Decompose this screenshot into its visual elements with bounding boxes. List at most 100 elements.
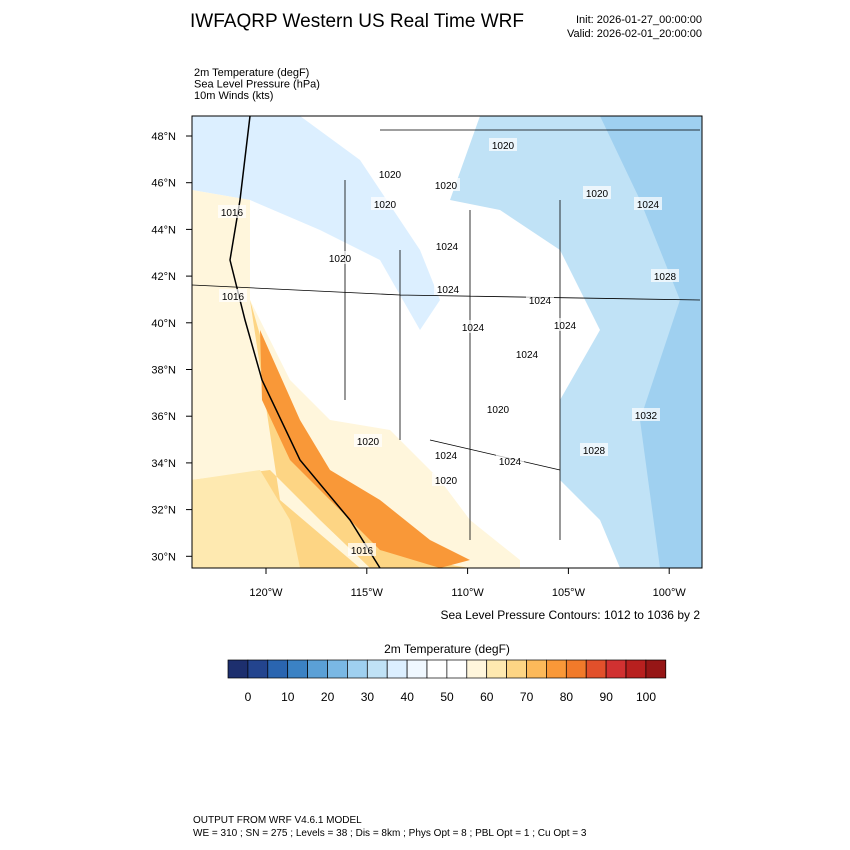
colorbar-label: 90 bbox=[600, 690, 614, 704]
lat-label: 34°N bbox=[151, 458, 176, 470]
cold-region bbox=[450, 116, 702, 568]
contour-label: 1024 bbox=[637, 200, 660, 211]
colorbar-box bbox=[287, 659, 308, 679]
colder-region bbox=[600, 116, 702, 568]
colorbar-label: 30 bbox=[361, 690, 375, 704]
valid-time: Valid: 2026-02-01_20:00:00 bbox=[567, 28, 702, 40]
colorbar-box bbox=[227, 659, 249, 679]
contour-label: 1024 bbox=[462, 323, 485, 334]
contour-note: Sea Level Pressure Contours: 1012 to 103… bbox=[441, 608, 701, 622]
colorbar-label: 100 bbox=[636, 690, 656, 704]
contour-label-box bbox=[371, 197, 399, 210]
colorbar-title: 2m Temperature (degF) bbox=[384, 642, 510, 656]
contour-label: 1024 bbox=[437, 285, 460, 296]
map bbox=[192, 116, 702, 568]
colorbar-box bbox=[506, 659, 527, 679]
contour-label: 1020 bbox=[487, 405, 510, 416]
colorbar-box bbox=[466, 659, 488, 679]
contour-label: 1020 bbox=[379, 170, 402, 181]
field-label: 2m Temperature (degF) bbox=[194, 67, 309, 79]
colorbar-box bbox=[406, 659, 428, 679]
contour-label: 1020 bbox=[329, 254, 352, 265]
colorbar-box bbox=[446, 659, 468, 679]
contour-label-box bbox=[434, 282, 462, 295]
init-time: Init: 2026-01-27_00:00:00 bbox=[576, 14, 702, 26]
contour-label-box bbox=[551, 318, 579, 331]
colorbar-label: 40 bbox=[401, 690, 415, 704]
contour-label-box bbox=[484, 402, 512, 415]
field-list: 2m Temperature (degF)Sea Level Pressure … bbox=[194, 67, 320, 102]
contour-label: 1016 bbox=[221, 208, 244, 219]
contour-label: 1028 bbox=[583, 446, 606, 457]
contour-label: 1020 bbox=[435, 181, 458, 192]
colorbar-box bbox=[386, 659, 408, 679]
contour-label-box bbox=[459, 320, 487, 333]
lat-label: 42°N bbox=[151, 271, 176, 283]
colorbar-label: 20 bbox=[321, 690, 335, 704]
contour-label-box bbox=[513, 347, 541, 360]
colorbar-box bbox=[526, 659, 547, 679]
colorbar-label: 50 bbox=[440, 690, 454, 704]
colorbar-box bbox=[486, 659, 507, 679]
contour-label: 1024 bbox=[499, 457, 522, 468]
lon-label: 115°W bbox=[351, 587, 384, 599]
lon-label: 105°W bbox=[552, 587, 586, 599]
colorbar-label: 60 bbox=[480, 690, 494, 704]
contour-label: 1016 bbox=[222, 292, 245, 303]
colorbar-box bbox=[565, 659, 587, 679]
lat-label: 30°N bbox=[151, 551, 176, 563]
contour-label-box bbox=[651, 269, 679, 282]
lat-label: 48°N bbox=[151, 131, 176, 143]
mild-region bbox=[192, 190, 520, 568]
contour-label-box bbox=[432, 178, 460, 191]
lat-label: 38°N bbox=[151, 365, 176, 377]
contour-label: 1024 bbox=[529, 296, 552, 307]
colorbar-box bbox=[605, 659, 627, 679]
lat-label: 32°N bbox=[151, 505, 176, 517]
contour-label-box bbox=[489, 138, 517, 151]
contour-label: 1032 bbox=[635, 411, 658, 422]
lat-label: 36°N bbox=[151, 411, 176, 423]
hot-region bbox=[260, 330, 470, 568]
colorbar-label: 70 bbox=[520, 690, 534, 704]
colorbar-box bbox=[307, 659, 328, 679]
contour-label-box bbox=[354, 434, 382, 447]
contour-label: 1024 bbox=[435, 451, 458, 462]
contour-label-box bbox=[526, 293, 554, 306]
colorbar-box bbox=[645, 659, 667, 679]
colorbar-box bbox=[585, 659, 607, 679]
colorbar: 0 10 20 30 40 50 60 70 80 90 100 bbox=[227, 659, 667, 704]
contour-label: 1024 bbox=[554, 321, 577, 332]
colorbar-box bbox=[267, 659, 289, 679]
contour-label-box bbox=[632, 408, 660, 421]
contour-label: 1020 bbox=[357, 437, 380, 448]
lat-label: 44°N bbox=[151, 224, 176, 236]
field-label: Sea Level Pressure (hPa) bbox=[194, 79, 320, 91]
contour-label: 1024 bbox=[436, 242, 459, 253]
lat-label: 40°N bbox=[151, 318, 176, 330]
colorbar-box bbox=[247, 659, 269, 679]
contour-label: 1020 bbox=[492, 141, 515, 152]
contour-label-box bbox=[634, 197, 662, 210]
lat-label: 46°N bbox=[151, 178, 176, 190]
contour-label: 1020 bbox=[374, 200, 397, 211]
contour-label-box bbox=[583, 186, 611, 199]
footer-line: OUTPUT FROM WRF V4.6.1 MODEL bbox=[193, 815, 362, 826]
contour-label: 1024 bbox=[516, 350, 539, 361]
contour-label-box bbox=[219, 289, 247, 302]
contour-label-box bbox=[432, 448, 460, 461]
colorbar-box bbox=[366, 659, 388, 679]
title: IWFAQRP Western US Real Time WRF bbox=[190, 11, 524, 32]
contour-label: 1028 bbox=[654, 272, 677, 283]
footer-line: WE = 310 ; SN = 275 ; Levels = 38 ; Dis … bbox=[193, 828, 587, 839]
contour-label-box bbox=[348, 543, 376, 556]
map-frame bbox=[191, 115, 703, 569]
contour-label: 1020 bbox=[435, 476, 458, 487]
contour-label-box bbox=[376, 167, 404, 180]
contour-label-box bbox=[433, 239, 461, 252]
cool-region bbox=[192, 116, 440, 330]
colorbar-box bbox=[625, 659, 647, 679]
colorbar-box bbox=[347, 659, 368, 679]
